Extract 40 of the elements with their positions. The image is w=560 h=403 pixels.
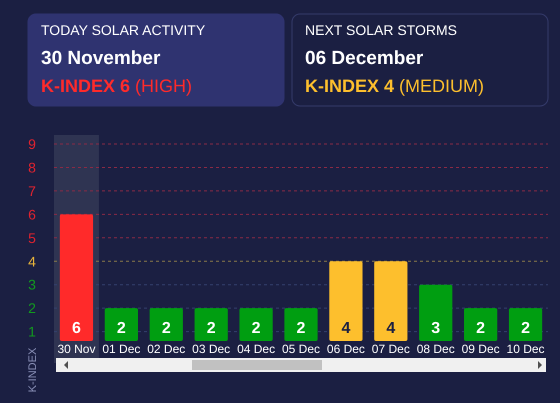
text: 06 December <box>305 48 424 69</box>
y-tick-label: 7 <box>28 182 36 199</box>
x-tick-label: 04 Dec <box>237 342 276 356</box>
text: (HIGH) <box>130 76 192 96</box>
text: K-INDEX 4 <box>305 76 394 96</box>
text: TODAY SOLAR ACTIVITY <box>41 22 206 38</box>
text: (MEDIUM) <box>394 76 484 96</box>
data-label: 6 <box>72 320 81 337</box>
data-label: 2 <box>296 320 306 337</box>
x-tick-label: 03 Dec <box>192 342 230 356</box>
x-tick-label: 01 Dec <box>102 342 140 356</box>
y-tick-label: 4 <box>28 253 36 270</box>
x-tick-label: 06 Dec <box>326 342 365 356</box>
y-tick-label: 1 <box>28 324 36 340</box>
y-tick-label: 3 <box>28 276 36 293</box>
data-label: 4 <box>386 320 396 337</box>
data-label: 2 <box>162 320 171 337</box>
y-tick-label: 5 <box>28 230 36 246</box>
data-label: 2 <box>116 320 126 337</box>
y-tick-label: 8 <box>28 159 36 176</box>
text: 30 November <box>41 48 161 69</box>
y-tick-label: 2 <box>28 300 36 316</box>
x-tick-label: 30 Nov <box>57 342 96 356</box>
text: NEXT SOLAR STORMS <box>305 22 457 38</box>
data-label: 2 <box>476 320 486 337</box>
data-label: 3 <box>431 320 440 337</box>
x-tick-label: 05 Dec <box>282 342 320 356</box>
data-label: 2 <box>252 320 261 337</box>
y-tick-label: 6 <box>28 206 36 222</box>
y-axis-title: K-INDEX <box>27 347 39 392</box>
data-label: 2 <box>206 320 216 337</box>
y-tick-label: 9 <box>28 136 36 152</box>
data-label: 2 <box>521 320 530 337</box>
data-label: 4 <box>341 320 350 337</box>
x-tick-label: 07 Dec <box>372 342 410 356</box>
text: K-INDEX 6 <box>41 76 130 96</box>
x-tick-label: 10 Dec <box>506 342 545 356</box>
x-tick-label: 02 Dec <box>147 342 186 356</box>
x-tick-label: 08 Dec <box>416 342 455 356</box>
x-tick-label: 09 Dec <box>462 342 500 356</box>
